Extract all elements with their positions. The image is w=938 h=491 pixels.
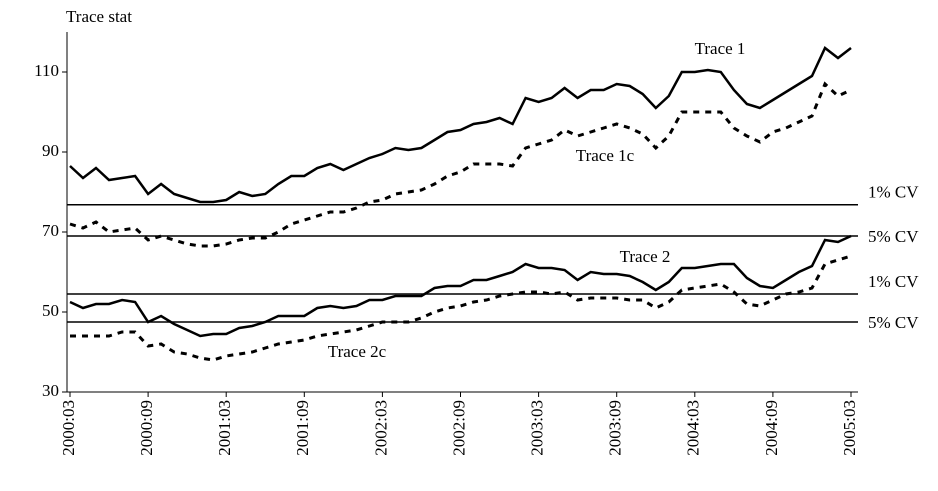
reference-label: 5% CV (868, 227, 919, 246)
x-tick-label: 2004:09 (762, 400, 781, 456)
reference-label: 5% CV (868, 313, 919, 332)
reference-label: 1% CV (868, 183, 919, 202)
x-tick-label: 2003:03 (528, 400, 547, 456)
y-tick-label: 90 (42, 141, 59, 160)
x-tick-label: 2001:09 (293, 400, 312, 456)
x-tick-label: 2000:09 (137, 400, 156, 456)
x-tick-label: 2003:09 (606, 400, 625, 456)
series-label: Trace 1 (695, 39, 746, 58)
series-label: Trace 2 (620, 247, 671, 266)
y-tick-label: 110 (34, 61, 59, 80)
y-tick-label: 50 (42, 301, 59, 320)
series-label: Trace 1c (576, 146, 635, 165)
series-label: Trace 2c (328, 342, 387, 361)
x-tick-label: 2002:03 (371, 400, 390, 456)
series-line (69, 234, 852, 338)
y-tick-label: 70 (42, 221, 59, 240)
series-line (69, 46, 852, 204)
x-tick-label: 2001:03 (215, 400, 234, 456)
reference-label: 1% CV (868, 272, 919, 291)
x-tick-label: 2005:03 (840, 400, 859, 456)
y-tick-label: 30 (42, 381, 59, 400)
x-tick-label: 2004:03 (684, 400, 703, 456)
y-axis-label: Trace stat (66, 7, 132, 26)
series-line (69, 81, 852, 248)
x-tick-label: 2000:03 (59, 400, 78, 456)
series-line (70, 254, 852, 362)
x-tick-label: 2002:09 (449, 400, 468, 456)
